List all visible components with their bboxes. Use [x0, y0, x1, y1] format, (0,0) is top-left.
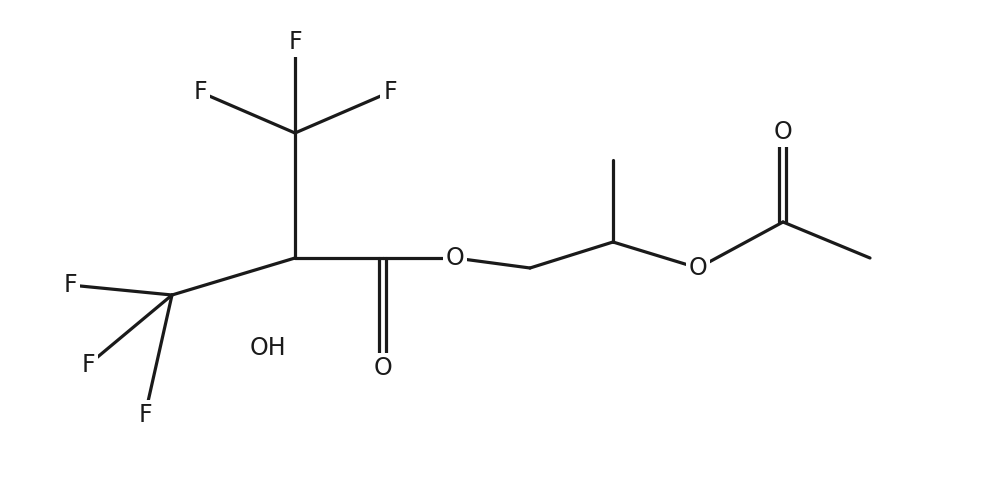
Text: O: O — [373, 356, 392, 380]
Text: F: F — [383, 80, 396, 104]
Text: F: F — [63, 273, 77, 297]
Text: F: F — [193, 80, 207, 104]
Text: F: F — [138, 403, 151, 427]
Text: F: F — [288, 30, 302, 54]
Text: OH: OH — [250, 336, 286, 360]
Text: O: O — [773, 120, 791, 144]
Text: F: F — [81, 353, 94, 377]
Text: O: O — [688, 256, 707, 280]
Text: O: O — [445, 246, 464, 270]
